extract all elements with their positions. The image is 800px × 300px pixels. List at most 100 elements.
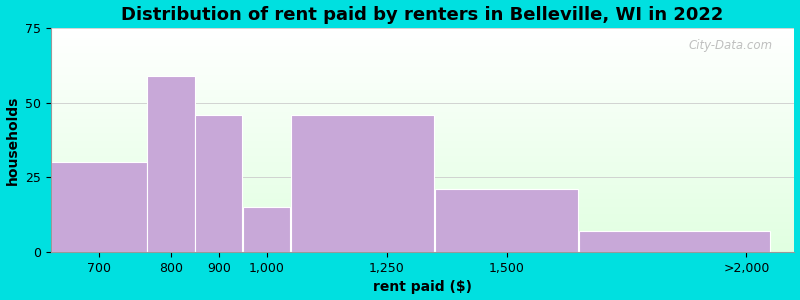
Bar <box>51 223 794 224</box>
Bar <box>51 169 794 170</box>
Bar <box>51 29 794 30</box>
Bar <box>51 218 794 220</box>
Bar <box>147 76 194 252</box>
Bar <box>51 63 794 64</box>
Bar <box>51 139 794 140</box>
Bar <box>51 92 794 93</box>
Bar <box>51 178 794 179</box>
Bar <box>51 180 794 181</box>
Bar <box>51 251 794 252</box>
Bar <box>51 205 794 206</box>
Bar <box>195 115 242 252</box>
Bar <box>51 190 794 192</box>
Bar <box>51 78 794 80</box>
Bar <box>51 111 794 112</box>
Bar <box>51 102 794 103</box>
Bar <box>51 131 794 132</box>
Bar <box>51 96 794 98</box>
Bar <box>51 83 794 84</box>
Bar <box>51 236 794 238</box>
X-axis label: rent paid ($): rent paid ($) <box>373 280 472 294</box>
Bar <box>51 37 794 38</box>
Bar <box>51 68 794 69</box>
Bar <box>51 151 794 152</box>
Bar <box>51 105 794 106</box>
Bar <box>51 220 794 221</box>
Bar <box>51 164 794 165</box>
Bar <box>51 235 794 236</box>
Y-axis label: households: households <box>6 95 19 185</box>
Bar <box>51 123 794 124</box>
Bar <box>51 175 794 176</box>
Bar <box>51 146 794 147</box>
Bar <box>51 204 794 205</box>
Bar <box>51 49 794 50</box>
Bar <box>51 244 794 245</box>
Bar <box>51 142 794 143</box>
Bar <box>51 158 794 159</box>
Bar <box>51 140 794 141</box>
Bar <box>51 52 794 54</box>
Bar <box>51 47 794 48</box>
Bar <box>51 122 794 123</box>
Bar <box>51 247 794 248</box>
Bar <box>51 222 794 223</box>
Bar <box>51 225 794 226</box>
Bar <box>51 85 794 86</box>
Bar <box>51 65 794 66</box>
Bar <box>51 202 794 203</box>
Bar <box>51 200 794 201</box>
Bar <box>51 137 794 138</box>
Bar <box>51 67 794 68</box>
Bar <box>51 56 794 57</box>
Bar <box>51 159 794 160</box>
Bar <box>243 207 290 252</box>
Bar <box>51 30 794 31</box>
Bar <box>291 115 434 252</box>
Bar <box>51 196 794 197</box>
Bar <box>51 193 794 194</box>
Bar <box>51 224 794 225</box>
Bar <box>51 32 794 34</box>
Bar <box>51 240 794 241</box>
Bar <box>51 210 794 211</box>
Bar <box>51 203 794 204</box>
Bar <box>51 129 794 130</box>
Bar <box>51 192 794 193</box>
Bar <box>51 226 794 227</box>
Bar <box>51 157 794 158</box>
Bar <box>51 241 794 242</box>
Bar <box>51 194 794 195</box>
Bar <box>51 141 794 142</box>
Bar <box>435 189 578 252</box>
Bar <box>51 86 794 87</box>
Bar <box>51 120 794 121</box>
Bar <box>51 82 794 83</box>
Bar <box>51 74 794 75</box>
Bar <box>51 168 794 169</box>
Bar <box>51 54 794 55</box>
Bar <box>51 91 794 92</box>
Bar <box>51 183 794 184</box>
Bar <box>51 58 794 59</box>
Bar <box>51 207 794 208</box>
Bar <box>51 198 794 200</box>
Bar <box>51 64 794 65</box>
Bar <box>51 176 794 177</box>
Bar <box>51 60 794 62</box>
Bar <box>51 250 794 251</box>
Bar <box>51 231 794 232</box>
Bar <box>51 208 794 210</box>
Bar <box>51 201 794 202</box>
Bar <box>51 48 794 49</box>
Bar <box>51 36 794 37</box>
Bar <box>51 94 794 95</box>
Bar <box>51 124 794 125</box>
Bar <box>51 113 794 114</box>
Bar <box>51 106 794 107</box>
Bar <box>51 163 794 164</box>
Bar <box>51 132 794 133</box>
Bar <box>51 100 794 101</box>
Bar <box>51 112 794 113</box>
Bar <box>51 61 794 63</box>
